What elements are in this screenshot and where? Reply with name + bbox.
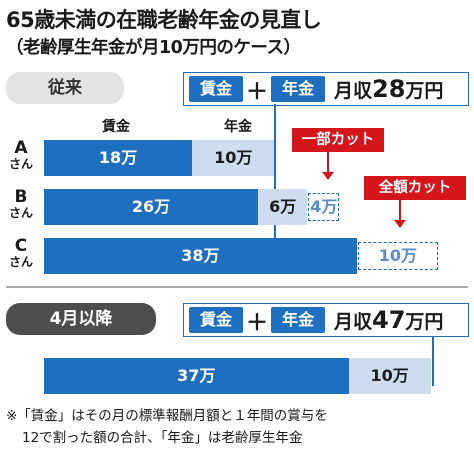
legend-wage-tag: 賃金 [189, 76, 243, 102]
callout-partial-arrow-head [322, 172, 334, 180]
callout-partial-cut: 一部カット [292, 128, 384, 152]
income-reference-line-after [432, 334, 434, 386]
before-label: 従来 [6, 72, 124, 104]
chart-subtitle: （老齢厚生年金が月10万円のケース） [6, 38, 301, 58]
legend-plus-after: ＋ [246, 311, 269, 336]
callout-full-arrow-head [394, 220, 406, 228]
footnote-line-2: 12で割った額の合計、「年金」は老齢厚生年金 [22, 430, 303, 446]
bar-wage-after-0: 37万 [44, 358, 349, 394]
section-divider [6, 286, 468, 288]
bar-wage-1: 26万 [44, 189, 258, 225]
column-label-pension: 年金 [224, 119, 252, 135]
person-a-label: A さん [8, 138, 33, 171]
legend-plus: ＋ [246, 80, 269, 105]
after-label: 4月以降 [6, 303, 156, 335]
legend-wage-tag-after: 賃金 [189, 307, 243, 333]
callout-full-cut: 全額カット [364, 176, 466, 200]
person-b-label: B さん [8, 187, 33, 220]
callout-full-arrow-line [399, 200, 401, 222]
column-label-wage: 賃金 [102, 119, 130, 135]
legend-income-after: 月収47万円 [334, 306, 444, 334]
bar-pension-after-0: 10万 [348, 358, 431, 394]
chart-title: 65歳未満の在職老齢年金の見直し [6, 8, 322, 32]
callout-partial-arrow-line [327, 152, 329, 174]
bar-cut-2: 10万 [357, 242, 439, 270]
after-legend: 賃金 ＋ 年金 月収47万円 [183, 303, 469, 337]
bar-pension-0: 10万 [192, 140, 275, 176]
bar-pension-1: 6万 [257, 189, 308, 225]
bar-cut-1: 4万 [308, 193, 340, 221]
bar-wage-0: 18万 [44, 140, 193, 176]
before-legend: 賃金 ＋ 年金 月収28万円 [183, 72, 469, 106]
person-c-label: C さん [8, 236, 33, 269]
bar-wage-2: 38万 [44, 238, 357, 274]
legend-pension-tag: 年金 [271, 76, 325, 102]
footnote-line-1: ※「賃金」はその月の標準報酬月額と１年間の賞与を [6, 408, 328, 424]
legend-pension-tag-after: 年金 [271, 307, 325, 333]
legend-income: 月収28万円 [334, 75, 444, 103]
income-reference-line [274, 104, 276, 272]
